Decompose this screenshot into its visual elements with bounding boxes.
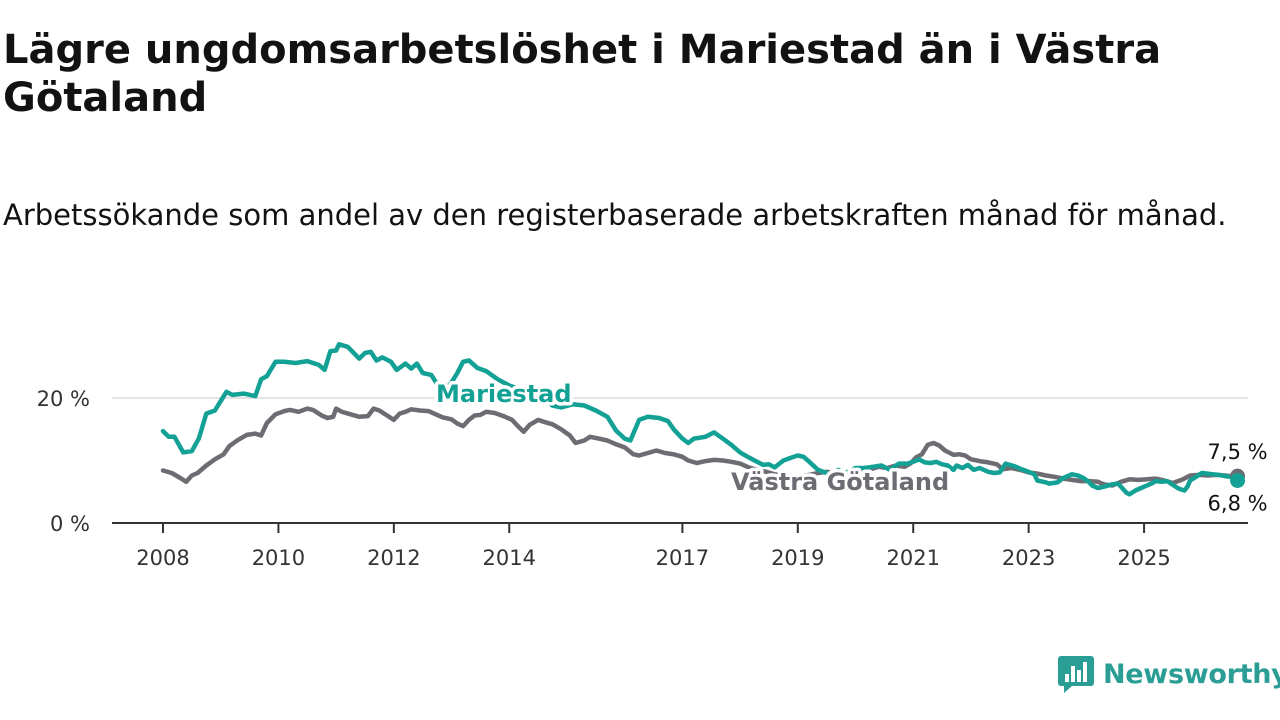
- newsworthy-logo-icon: [1058, 656, 1094, 693]
- series-line: [160, 406, 1240, 488]
- x-tick-label: 2025: [1117, 546, 1170, 570]
- x-tick-label: 2017: [656, 546, 709, 570]
- x-tick-label: 2019: [771, 546, 824, 570]
- series-end-dot: [1230, 473, 1246, 488]
- series-label-vastra-gotaland: Västra Götaland: [731, 468, 949, 496]
- chart-title: Lägre ungdomsarbetslöshet i Mariestad än…: [3, 27, 1162, 121]
- chart-subtitle: Arbetssökande som andel av den registerb…: [3, 198, 1227, 232]
- y-tick-label: 20 %: [37, 387, 90, 411]
- series-line: [160, 342, 1240, 497]
- y-tick-label: 0 %: [50, 512, 90, 536]
- end-value-label: 7,5 %: [1208, 440, 1268, 464]
- brand-name: Newsworthy: [1103, 658, 1280, 690]
- x-tick-label: 2021: [886, 546, 939, 570]
- brand[interactable]: Newsworthy: [1058, 654, 1280, 694]
- series-layer: [160, 342, 1246, 497]
- x-tick-label: 2012: [367, 546, 420, 570]
- x-tick-label: 2023: [1002, 546, 1055, 570]
- end-value-label: 6,8 %: [1208, 492, 1268, 516]
- grid-layer: 0 % 20 % 2008 2010 2012 2014 2017 2019 2021 2023 2…: [37, 387, 1248, 570]
- label-layer: 7,5 % 6,8 % Mariestad Västra Götaland: [433, 377, 1268, 516]
- x-tick-label: 2008: [136, 546, 189, 570]
- x-tick-label: 2014: [483, 546, 536, 570]
- series-label-mariestad: Mariestad: [436, 380, 572, 408]
- x-tick-label: 2010: [252, 546, 305, 570]
